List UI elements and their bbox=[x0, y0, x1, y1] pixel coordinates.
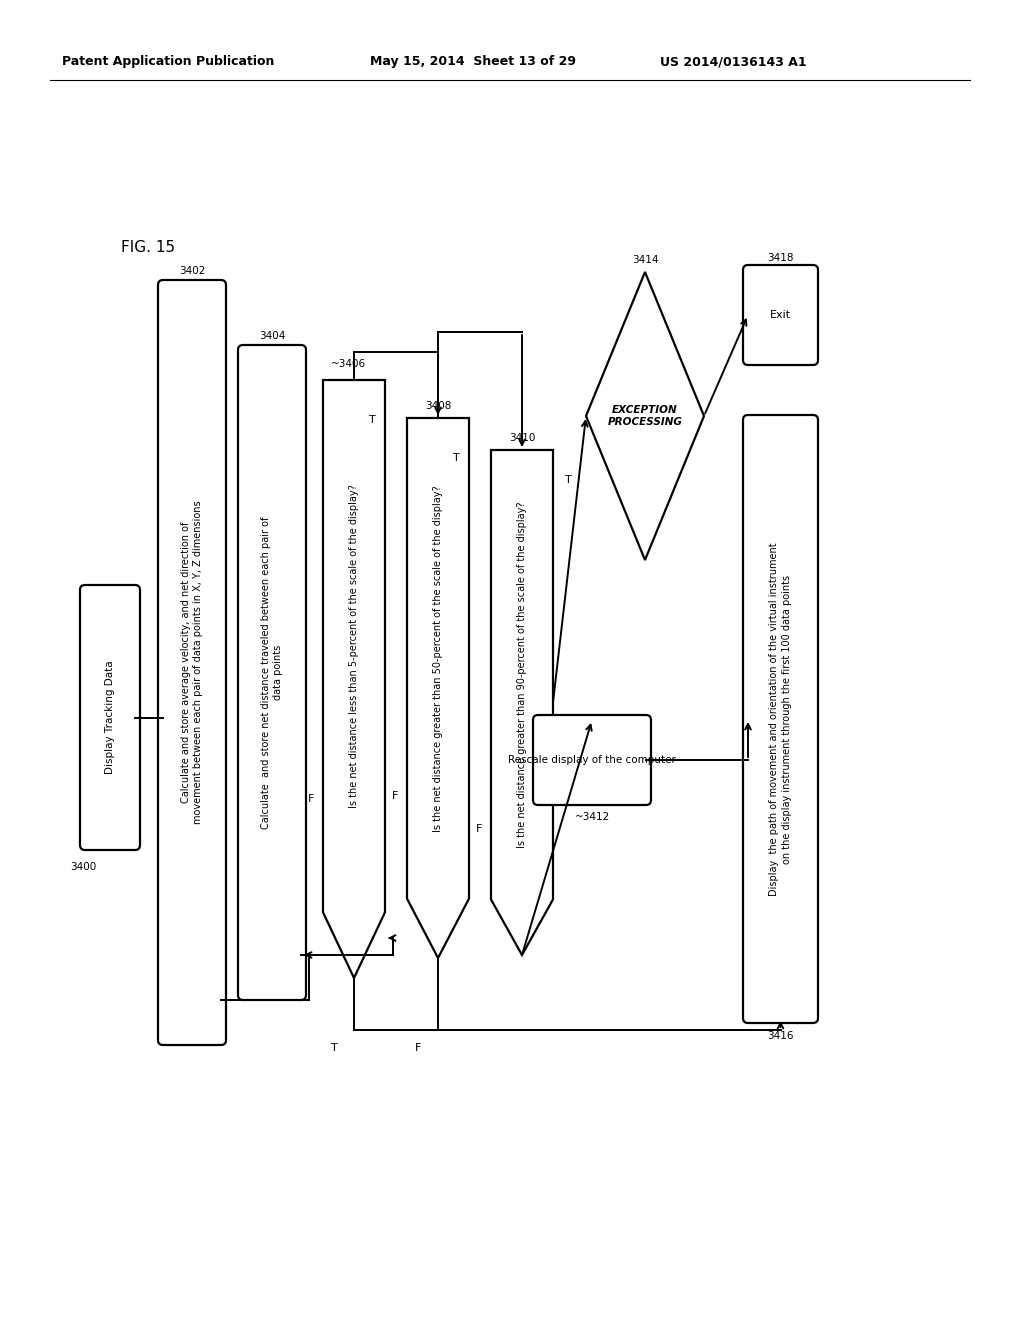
Text: F: F bbox=[392, 791, 398, 801]
FancyBboxPatch shape bbox=[743, 265, 818, 366]
Text: F: F bbox=[308, 793, 314, 804]
Text: US 2014/0136143 A1: US 2014/0136143 A1 bbox=[660, 55, 807, 69]
Text: EXCEPTION
PROCESSING: EXCEPTION PROCESSING bbox=[607, 405, 682, 426]
Text: 3402: 3402 bbox=[179, 267, 205, 276]
Text: T: T bbox=[331, 1043, 337, 1053]
Text: Is the net distance less than 5-percent of the scale of the display?: Is the net distance less than 5-percent … bbox=[349, 484, 359, 808]
Text: T: T bbox=[564, 475, 571, 484]
Polygon shape bbox=[407, 418, 469, 958]
Text: T: T bbox=[453, 453, 460, 463]
Text: Is the net distance greater than 90-percent of the scale of the display?: Is the net distance greater than 90-perc… bbox=[517, 502, 527, 847]
Text: Is the net distance greater than 50-percent of the scale of the display?: Is the net distance greater than 50-perc… bbox=[433, 484, 443, 832]
Polygon shape bbox=[323, 380, 385, 978]
Text: Exit: Exit bbox=[770, 310, 792, 319]
Text: 3414: 3414 bbox=[632, 255, 658, 265]
FancyBboxPatch shape bbox=[80, 585, 140, 850]
Text: FIG. 15: FIG. 15 bbox=[121, 240, 175, 256]
Text: 3400: 3400 bbox=[70, 862, 96, 873]
Text: T: T bbox=[369, 414, 376, 425]
Text: Calculate  and store net distance traveled between each pair of
data points: Calculate and store net distance travele… bbox=[261, 516, 284, 829]
Text: 3408: 3408 bbox=[425, 401, 452, 411]
FancyBboxPatch shape bbox=[743, 414, 818, 1023]
FancyBboxPatch shape bbox=[534, 715, 651, 805]
Polygon shape bbox=[586, 272, 705, 560]
Text: Display  the path of movement and orientation of the virtual instrument
on the d: Display the path of movement and orienta… bbox=[769, 543, 792, 896]
Text: May 15, 2014  Sheet 13 of 29: May 15, 2014 Sheet 13 of 29 bbox=[370, 55, 575, 69]
FancyBboxPatch shape bbox=[238, 345, 306, 1001]
Text: Patent Application Publication: Patent Application Publication bbox=[62, 55, 274, 69]
Text: Calculate and store average velocity, and net direction of
movement between each: Calculate and store average velocity, an… bbox=[181, 500, 203, 824]
Text: F: F bbox=[476, 824, 482, 834]
Text: ~3412: ~3412 bbox=[574, 812, 609, 822]
Text: 3410: 3410 bbox=[509, 433, 536, 444]
FancyBboxPatch shape bbox=[158, 280, 226, 1045]
Text: Display Tracking Data: Display Tracking Data bbox=[105, 661, 115, 775]
Text: 3418: 3418 bbox=[767, 253, 794, 263]
Text: ~3406: ~3406 bbox=[331, 359, 366, 370]
Text: 3416: 3416 bbox=[767, 1031, 794, 1041]
Text: 3404: 3404 bbox=[259, 331, 286, 341]
Polygon shape bbox=[490, 450, 553, 954]
Text: F: F bbox=[415, 1043, 421, 1053]
Text: Rescale display of the computer: Rescale display of the computer bbox=[508, 755, 676, 766]
